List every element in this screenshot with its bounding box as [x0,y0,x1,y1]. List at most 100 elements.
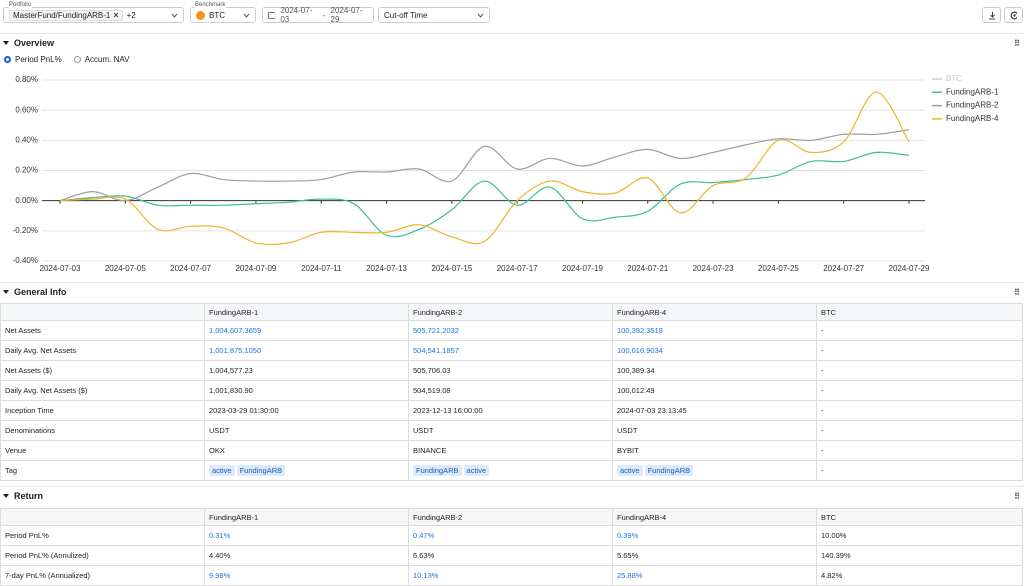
remove-icon[interactable] [113,12,119,18]
cell: - [817,321,1023,341]
link-cell[interactable]: 100,392.3518 [613,321,817,341]
general-info-table: FundingARB-1FundingARB-2FundingARB-4BTCN… [0,303,1023,481]
x-tick-label: 2024-07-13 [366,264,407,273]
link-cell[interactable]: 0.39% [613,526,817,546]
table-row: Daily Avg. Net Assets1,001,875.1050504,5… [1,341,1023,361]
table-row: Daily Avg. Net Assets ($)1,001,830.90504… [1,381,1023,401]
cell: USDT [409,421,613,441]
link-cell[interactable]: 9.98% [205,566,409,586]
link-cell[interactable]: 0.31% [205,526,409,546]
x-tick-label: 2024-07-11 [301,264,342,273]
table-head: FundingARB-1FundingARB-2FundingARB-4BTC [1,509,1023,526]
row-label: Daily Avg. Net Assets ($) [1,381,205,401]
table-row: Inception Time2023-03-29 01:30:002023-12… [1,401,1023,421]
benchmark-select[interactable]: BTC [190,7,256,23]
cell: 2023-03-29 01:30:00 [205,401,409,421]
cell: - [817,421,1023,441]
portfolio-select[interactable]: MasterFund/FundingARB-1 +2 [3,7,184,23]
table-row: Net Assets1,004,607.3659505,721.2032100,… [1,321,1023,341]
cell: USDT [205,421,409,441]
drag-handle[interactable]: ⠿ [1014,492,1020,501]
link-cell[interactable]: 1,004,607.3659 [205,321,409,341]
benchmark-label: Benchmark [194,2,226,8]
radio-dot [74,56,81,63]
y-tick-label: 0.80% [15,75,38,84]
portfolio-value: MasterFund/FundingARB-1 [13,11,110,20]
drag-handle[interactable]: ⠿ [1014,39,1020,48]
cell: - [817,461,1023,481]
header-cell [1,509,205,526]
table-head: FundingARB-1FundingARB-2FundingARB-4BTC [1,304,1023,321]
link-cell[interactable]: 1,001,875.1050 [205,341,409,361]
link-cell[interactable]: 100,016.9034 [613,341,817,361]
radio-option[interactable]: Accum. NAV [74,55,130,64]
row-label: 7-day PnL% (Annualized) [1,566,205,586]
overview-header[interactable]: Overview⠿ [0,33,1024,52]
date-end: 2024-07-29 [331,6,369,24]
cell: 1,004,577.23 [205,361,409,381]
general-info-header[interactable]: General Info ⠿ [0,282,1024,301]
y-tick-label: -0.40% [13,256,38,265]
section-title: General Info [14,287,67,297]
chart-mode-radio: Period PnL% Accum. NAV [4,55,129,64]
x-tick-label: 2024-07-09 [235,264,276,273]
cutoff-value: Cut-off Time [384,11,427,20]
link-cell[interactable]: 10.13% [409,566,613,586]
header-cell: FundingARB-4 [613,509,817,526]
table-row: Period PnL% (Annulized)4.40%6.63%5.65%14… [1,546,1023,566]
x-tick-label: 2024-07-17 [497,264,538,273]
x-tick-label: 2024-07-05 [105,264,146,273]
series-line [60,92,909,244]
x-tick-label: 2024-07-19 [562,264,603,273]
cell: 4.40% [205,546,409,566]
link-cell[interactable]: 0.47% [409,526,613,546]
cell: 1,001,830.90 [205,381,409,401]
y-tick-label: 0.20% [15,166,38,175]
legend-label[interactable]: FundingARB-4 [946,114,999,123]
row-label: Tag [1,461,205,481]
return-header[interactable]: Return ⠿ [0,486,1024,505]
cell: 4.82% [817,566,1023,586]
row-label: Net Assets [1,321,205,341]
portfolio-more: +2 [127,11,136,20]
cell: - [817,401,1023,421]
x-tick-label: 2024-07-23 [693,264,734,273]
table-row: TagactiveFundingARBFundingARBactiveactiv… [1,461,1023,481]
dropdown-icon [171,13,178,18]
date-range[interactable]: 2024-07-03 - 2024-07-29 [262,7,374,23]
header-cell [1,304,205,321]
tag: active [617,465,643,476]
tag-cell: activeFundingARB [205,461,409,481]
tag-cell: FundingARBactive [409,461,613,481]
legend-label[interactable]: BTC [946,74,962,83]
tag: active [209,465,235,476]
dropdown-icon [243,13,250,18]
y-tick-label: 0.60% [15,105,38,114]
row-label: Venue [1,441,205,461]
radio-label: Period PnL% [15,55,62,64]
tag-cell: activeFundingARB [613,461,817,481]
header-cell: FundingARB-4 [613,304,817,321]
download-button[interactable] [982,7,1001,23]
link-cell[interactable]: 504,541.1857 [409,341,613,361]
table-row: 7-day PnL% (Annualized)9.98%10.13%25.88%… [1,566,1023,586]
settings-button[interactable] [1004,7,1023,23]
legend-label[interactable]: FundingARB-2 [946,101,999,110]
header-cell: FundingARB-1 [205,304,409,321]
cutoff-select[interactable]: Cut-off Time [378,7,490,23]
portfolio-chip: MasterFund/FundingARB-1 [9,10,123,21]
tag: FundingARB [645,465,694,476]
cell: OKX [205,441,409,461]
radio-option[interactable]: Period PnL% [4,55,62,64]
section-title: Return [14,491,43,501]
y-tick-label: 0.40% [15,135,38,144]
legend-label[interactable]: FundingARB-1 [946,87,999,96]
cell: 2024-07-03 23:13:45 [613,401,817,421]
benchmark-value: BTC [209,11,225,20]
cell: 504,519.08 [409,381,613,401]
cell: - [817,361,1023,381]
link-cell[interactable]: 25.88% [613,566,817,586]
link-cell[interactable]: 505,721.2032 [409,321,613,341]
drag-handle[interactable]: ⠿ [1014,288,1020,297]
header-row: FundingARB-1FundingARB-2FundingARB-4BTC [1,509,1023,526]
